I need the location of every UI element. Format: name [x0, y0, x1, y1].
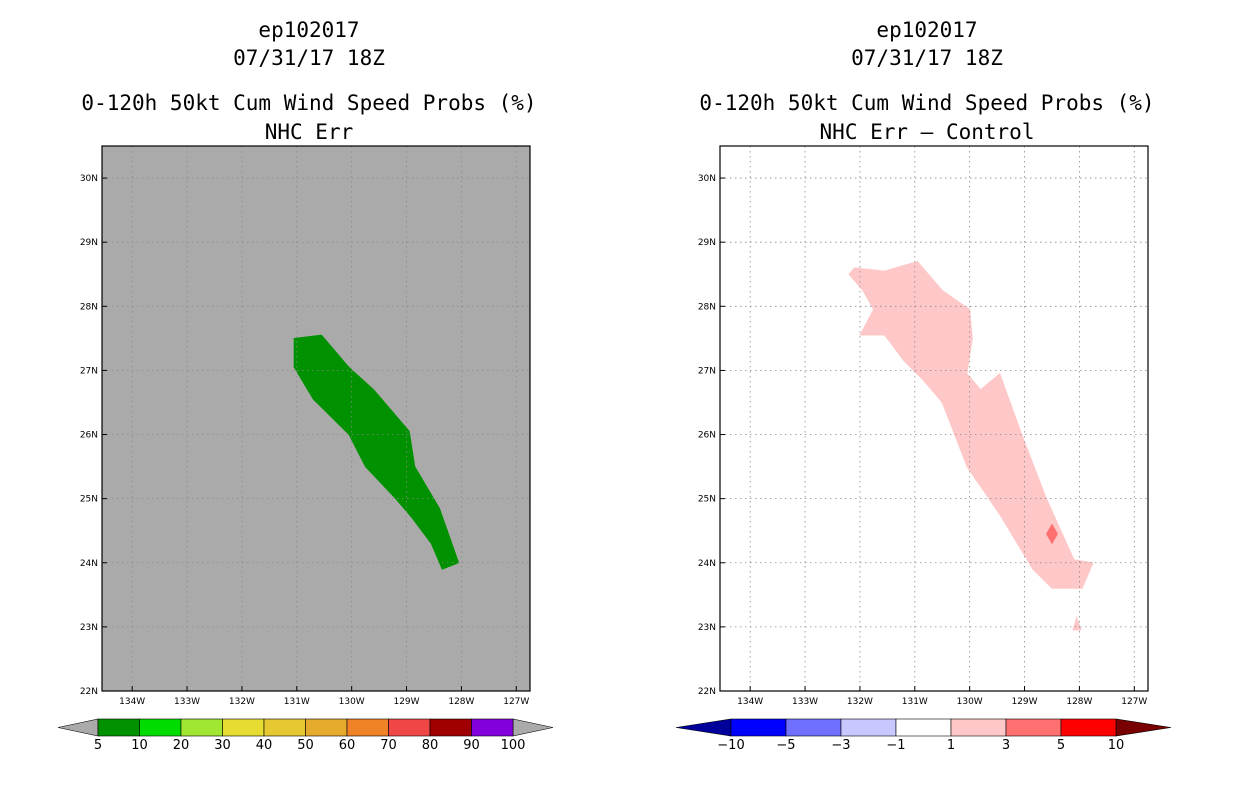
x-tick-label: 134W [737, 697, 763, 707]
y-tick-label: 22N [80, 687, 98, 697]
colorbar-label: 90 [463, 738, 480, 753]
x-tick-label: 134W [119, 697, 145, 707]
region-5-10-1 [293, 334, 460, 570]
panel-1-subtitle: NHC Err [264, 120, 354, 144]
x-tick-label: 131W [902, 697, 928, 707]
panel-1-storm-id: ep102017 [258, 18, 360, 42]
colorbar-label: 60 [339, 738, 356, 753]
y-tick-label: 25N [80, 495, 98, 505]
x-tick-label: 132W [847, 697, 873, 707]
colorbar-label: 5 [94, 738, 102, 753]
region-3-5-3 [1046, 523, 1058, 545]
panel-2-datetime: 07/31/17 18Z [851, 46, 1003, 70]
x-tick-label: 130W [339, 697, 365, 707]
colorbar-label: 5 [1057, 738, 1065, 753]
colorbar-label: −10 [717, 738, 744, 753]
x-tick-label: 130W [957, 697, 983, 707]
panel-1-datetime: 07/31/17 18Z [233, 46, 385, 70]
y-tick-label: 28N [698, 302, 716, 312]
colorbar-segment [1005, 718, 1062, 737]
colorbar-segment [471, 718, 514, 737]
colorbar-label: 3 [1002, 738, 1010, 753]
y-tick-label: 27N [80, 366, 98, 376]
colorbar-segment [346, 718, 389, 737]
panel-2-title: 0-120h 50kt Cum Wind Speed Probs (%) [699, 91, 1155, 115]
colorbar-segment [950, 718, 1007, 737]
colorbar-segment [429, 718, 472, 737]
region-1-3-1 [848, 260, 1094, 589]
colorbar-label: 30 [214, 738, 231, 753]
map-background [102, 146, 530, 691]
y-tick-label: 28N [80, 302, 98, 312]
colorbar-label: 10 [1108, 738, 1125, 753]
x-tick-label: 131W [284, 697, 310, 707]
colorbar-label: 70 [380, 738, 397, 753]
y-tick-label: 23N [698, 623, 716, 633]
y-tick-label: 26N [698, 431, 716, 441]
x-tick-label: 133W [174, 697, 200, 707]
panel-2-storm-id: ep102017 [876, 18, 978, 42]
y-tick-label: 30N [80, 174, 98, 184]
colorbar-label: −5 [776, 738, 795, 753]
colorbar-segment [840, 718, 897, 737]
y-tick-label: 24N [80, 559, 98, 569]
colorbar-segment [388, 718, 431, 737]
map-frame [101, 145, 531, 692]
y-tick-label: 30N [698, 174, 716, 184]
colorbar-label: −1 [886, 738, 905, 753]
y-tick-label: 29N [80, 238, 98, 248]
map-panel-1: 134W 133W 132W 131W 130W 129W 128W 127W 30N 29N 28… [80, 145, 531, 707]
map-background [720, 146, 1148, 691]
x-tick-label: 127W [503, 697, 529, 707]
colorbar-left-triangle [57, 718, 99, 737]
x-tick-label: 128W [448, 697, 474, 707]
map-frame [719, 145, 1149, 692]
colorbar-segment [305, 718, 348, 737]
colorbar-label: 20 [173, 738, 190, 753]
x-tick-label: 129W [393, 697, 419, 707]
colorbar-left-triangle [675, 718, 732, 737]
x-tick-label: 127W [1121, 697, 1147, 707]
y-tick-label: 24N [698, 559, 716, 569]
colorbar-1: 5 10 20 30 40 50 60 70 80 90 100 [57, 718, 554, 753]
colorbar-label: −3 [831, 738, 850, 753]
x-tick-label: 133W [792, 697, 818, 707]
colorbar-segment [139, 718, 182, 737]
colorbar-segment [263, 718, 306, 737]
colorbar-segment [895, 718, 952, 737]
y-tick-label: 23N [80, 623, 98, 633]
y-tick-label: 22N [698, 687, 716, 697]
y-tick-label: 29N [698, 238, 716, 248]
x-tick-label: 128W [1066, 697, 1092, 707]
colorbar-label: 1 [947, 738, 955, 753]
colorbar-label: 50 [297, 738, 314, 753]
colorbar-label: 80 [422, 738, 439, 753]
x-tick-label: 129W [1011, 697, 1037, 707]
panel-2-subtitle: NHC Err — Control [819, 120, 1035, 144]
colorbar-2: −10 −5 −3 −1 1 3 5 10 [675, 718, 1172, 753]
colorbar-label: 40 [256, 738, 273, 753]
colorbar-segment [180, 718, 223, 737]
colorbar-right-triangle [512, 718, 554, 737]
colorbar-segment [1060, 718, 1117, 737]
colorbar-segment [97, 718, 140, 737]
colorbar-right-triangle [1115, 718, 1172, 737]
colorbar-segment [730, 718, 787, 737]
y-tick-label: 27N [698, 366, 716, 376]
y-tick-label: 26N [80, 431, 98, 441]
map-panel-2: 134W 133W 132W 131W 130W 129W 128W 127W 30N 29N 28… [698, 145, 1149, 707]
y-tick-label: 25N [698, 495, 716, 505]
panel-1-title: 0-120h 50kt Cum Wind Speed Probs (%) [81, 91, 537, 115]
colorbar-segment [785, 718, 842, 737]
colorbar-label: 10 [131, 738, 148, 753]
colorbar-segment [222, 718, 265, 737]
x-tick-label: 132W [229, 697, 255, 707]
colorbar-label: 100 [501, 738, 526, 753]
